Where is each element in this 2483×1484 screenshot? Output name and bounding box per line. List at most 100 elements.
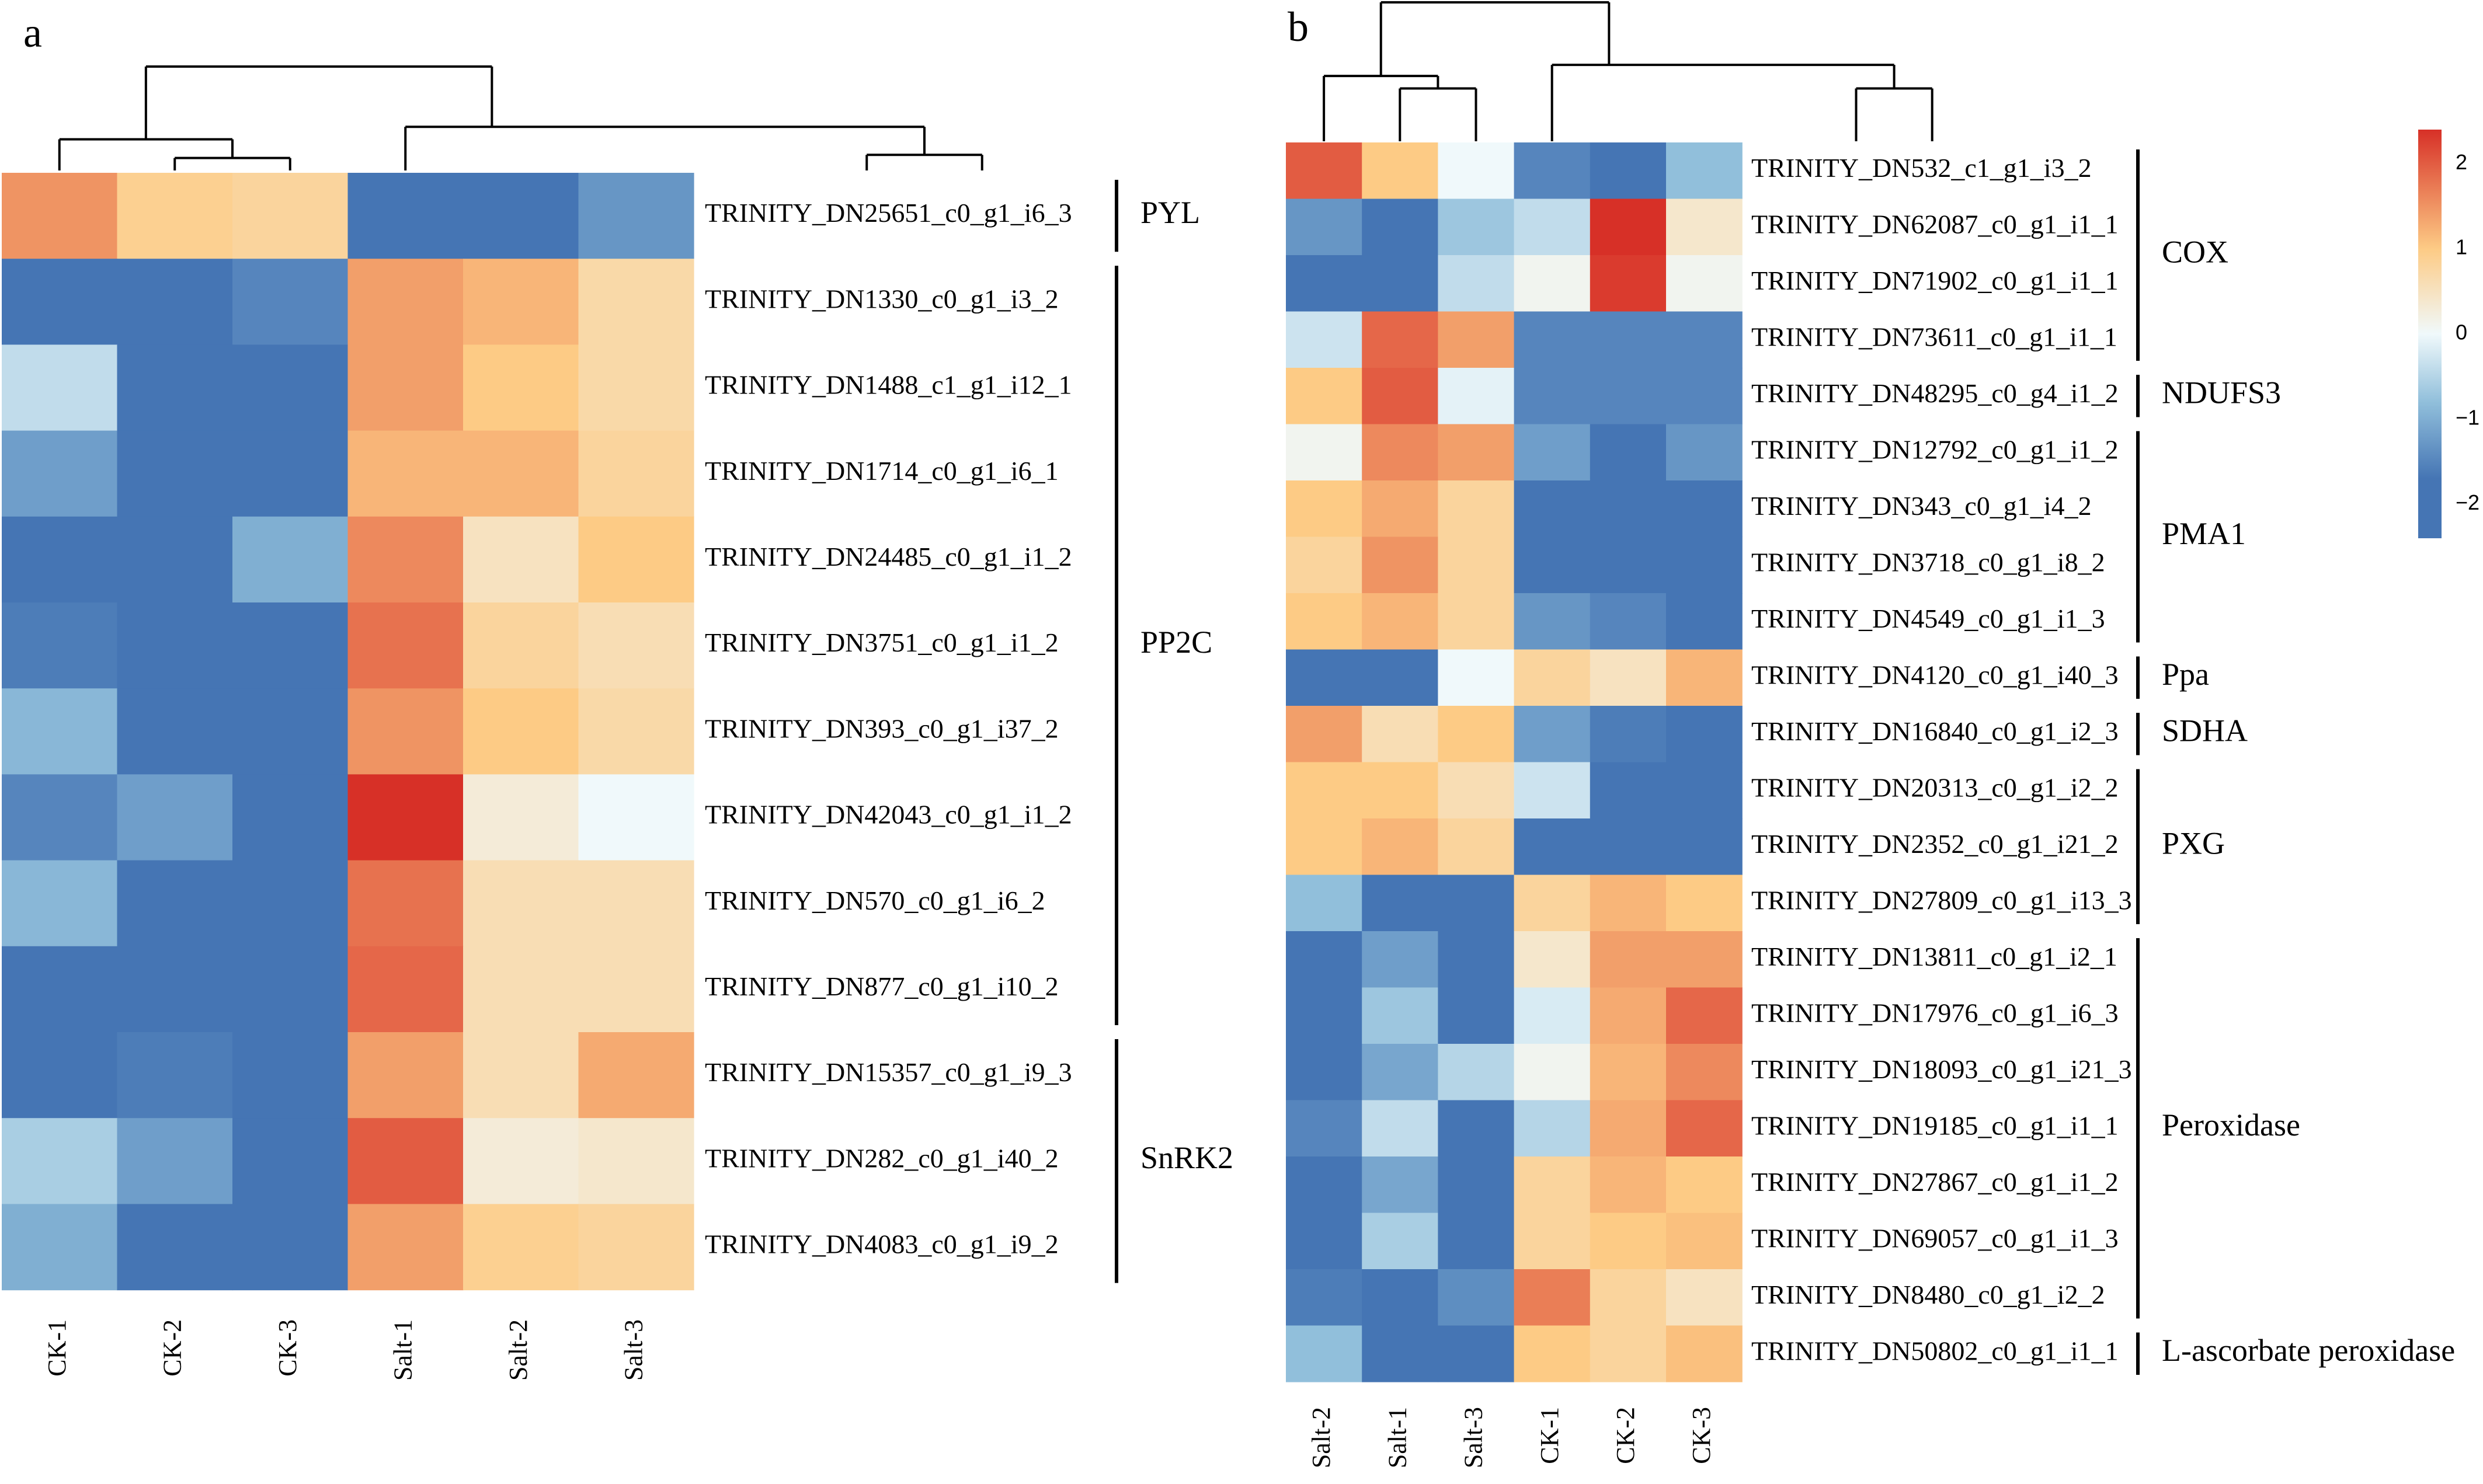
row-label: TRINITY_DN42043_c0_g1_i1_2 bbox=[705, 800, 1072, 830]
heatmap-cell bbox=[1362, 368, 1438, 425]
heatmap-cell bbox=[347, 1032, 464, 1119]
heatmap-cell bbox=[1666, 818, 1743, 876]
row-labels-b: TRINITY_DN532_c1_g1_i3_2 TRINITY_DN62087_… bbox=[1751, 153, 2132, 1366]
heatmap-cell bbox=[578, 688, 694, 775]
group-label: Peroxidase bbox=[2162, 1107, 2300, 1142]
row-label: TRINITY_DN73611_c0_g1_i1_1 bbox=[1751, 322, 2117, 351]
group-label: PXG bbox=[2162, 826, 2225, 861]
panel-letter-b: b bbox=[1288, 4, 1309, 50]
heatmap-cell bbox=[1666, 706, 1743, 763]
heatmap-cell bbox=[1438, 931, 1515, 988]
heatmap-cell bbox=[463, 1204, 579, 1291]
heatmap-cell bbox=[1590, 1269, 1667, 1326]
heatmap-cell bbox=[1362, 762, 1438, 819]
heatmap-cell bbox=[2, 259, 118, 345]
heatmap-cell bbox=[463, 860, 579, 947]
column-label: Salt-3 bbox=[1459, 1407, 1488, 1468]
heatmap-cell bbox=[1286, 1213, 1362, 1270]
group-label: PMA1 bbox=[2162, 516, 2246, 551]
heatmap-cell bbox=[1362, 1213, 1438, 1270]
row-label: TRINITY_DN1330_c0_g1_i3_2 bbox=[705, 284, 1059, 313]
heatmap-cell bbox=[1666, 593, 1743, 650]
panel-letter-a: a bbox=[23, 9, 42, 56]
row-label: TRINITY_DN532_c1_g1_i3_2 bbox=[1751, 153, 2092, 183]
heatmap-cell bbox=[463, 516, 579, 603]
heatmap-cell bbox=[1666, 1325, 1743, 1382]
heatmap-cell bbox=[1590, 255, 1667, 312]
heatmap-cell bbox=[463, 259, 579, 345]
heatmap-cell bbox=[578, 173, 694, 259]
heatmap-cell bbox=[1590, 424, 1667, 481]
heatmap-cell bbox=[1286, 818, 1362, 876]
heatmap-cell bbox=[232, 344, 349, 431]
heatmap-cell bbox=[1438, 706, 1515, 763]
heatmap-cell bbox=[1590, 875, 1667, 932]
column-label: Salt-1 bbox=[388, 1319, 417, 1381]
heatmap-cell bbox=[1590, 537, 1667, 594]
row-label: TRINITY_DN69057_c0_g1_i1_3 bbox=[1751, 1223, 2119, 1253]
heatmap-cell bbox=[232, 946, 349, 1033]
heatmap-cell bbox=[2, 1032, 118, 1119]
heatmap-cell bbox=[578, 946, 694, 1033]
heatmap-cell bbox=[2, 1118, 118, 1204]
group-brackets-a: PYL PP2C SnRK2 bbox=[1115, 180, 1233, 1283]
heatmap-cell bbox=[1590, 1044, 1667, 1101]
heatmap-cell bbox=[1362, 424, 1438, 481]
heatmap-cell bbox=[1590, 818, 1667, 876]
heatmap-cell bbox=[1438, 593, 1515, 650]
heatmap-cell bbox=[1666, 1213, 1743, 1270]
heatmap-cell bbox=[117, 774, 233, 861]
heatmap-cell bbox=[1590, 706, 1667, 763]
heatmap-cell bbox=[1286, 1044, 1362, 1101]
heatmap-cell bbox=[578, 860, 694, 947]
column-labels-a: CK-1 CK-2 CK-3 Salt-1 Salt-2 Salt-3 bbox=[43, 1319, 648, 1381]
heatmap-cell bbox=[1514, 424, 1591, 481]
row-label: TRINITY_DN17976_c0_g1_i6_3 bbox=[1751, 998, 2119, 1027]
group-label: PYL bbox=[1140, 195, 1200, 230]
heatmap-cell bbox=[1286, 311, 1362, 368]
row-label: TRINITY_DN282_c0_g1_i40_2 bbox=[705, 1143, 1059, 1173]
column-label: CK-1 bbox=[43, 1319, 71, 1377]
group-label: SnRK2 bbox=[1140, 1140, 1233, 1175]
heatmap-cell bbox=[463, 173, 579, 259]
heatmap-cell bbox=[1438, 1044, 1515, 1101]
heatmap-cell bbox=[1286, 537, 1362, 594]
heatmap-cell bbox=[117, 946, 233, 1033]
heatmap-cell bbox=[1514, 537, 1591, 594]
heatmap-cell bbox=[1362, 649, 1438, 706]
heatmap-cell bbox=[1590, 198, 1667, 256]
column-label: CK-2 bbox=[158, 1319, 186, 1377]
heatmap-cell bbox=[1514, 255, 1591, 312]
heatmap-cell bbox=[2, 946, 118, 1033]
heatmap-cell bbox=[1514, 987, 1591, 1044]
heatmap-cell bbox=[2, 344, 118, 431]
heatmap-cell bbox=[1590, 480, 1667, 538]
panel-a: a TRINITY_DN25651_c0_g1_i6_3 TRINITY_DN13… bbox=[2, 9, 1233, 1381]
heatmap-cell bbox=[1666, 649, 1743, 706]
heatmap-cell bbox=[232, 774, 349, 861]
heatmap-cell bbox=[1590, 931, 1667, 988]
heatmap-cell bbox=[347, 430, 464, 517]
heatmap-cell bbox=[1362, 1269, 1438, 1326]
heatmap-cell bbox=[1362, 480, 1438, 538]
heatmap-cell bbox=[117, 860, 233, 947]
heatmap-cell bbox=[1438, 987, 1515, 1044]
heatmap-cell bbox=[578, 1118, 694, 1204]
heatmap-cell bbox=[117, 516, 233, 603]
heatmap-cell bbox=[1438, 1156, 1515, 1214]
heatmap-cell bbox=[232, 1032, 349, 1119]
row-label: TRINITY_DN3718_c0_g1_i8_2 bbox=[1751, 547, 2105, 577]
heatmap-cell bbox=[347, 946, 464, 1033]
heatmap-cell bbox=[232, 860, 349, 947]
column-label: Salt-2 bbox=[504, 1319, 533, 1381]
heatmap-cell bbox=[1514, 311, 1591, 368]
heatmap-cell bbox=[1286, 1100, 1362, 1157]
row-label: TRINITY_DN4083_c0_g1_i9_2 bbox=[705, 1229, 1059, 1259]
heatmap-cell bbox=[1514, 931, 1591, 988]
heatmap-cell bbox=[347, 259, 464, 345]
heatmap-cell bbox=[1362, 706, 1438, 763]
heatmap-cell bbox=[1514, 1213, 1591, 1270]
row-label: TRINITY_DN12792_c0_g1_i1_2 bbox=[1751, 434, 2119, 464]
heatmap-cell bbox=[1666, 875, 1743, 932]
heatmap-cell bbox=[1286, 1325, 1362, 1382]
